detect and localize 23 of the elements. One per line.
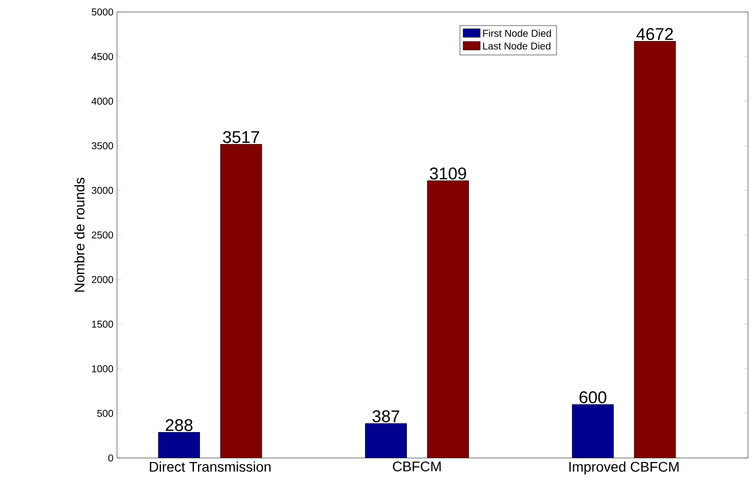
y-tick-label: 0 — [108, 454, 114, 462]
data-label: 387 — [372, 410, 400, 422]
y-tick-label: 500 — [97, 410, 114, 417]
y-tick-label: 4500 — [92, 53, 114, 60]
data-label: 4672 — [636, 28, 673, 40]
legend-label: Last Node Died — [483, 42, 550, 50]
x-tick-label: Direct Transmission — [150, 462, 271, 472]
y-tick-label: 3500 — [92, 142, 114, 150]
x-tick-label: Improved CBFCM — [569, 462, 679, 474]
data-label: 3517 — [222, 131, 260, 144]
legend-label: First Node Died — [483, 30, 551, 37]
y-tick-label: 1500 — [92, 320, 114, 328]
data-label: 600 — [580, 391, 606, 404]
y-tick-label: 4000 — [92, 98, 114, 105]
y-tick-label: 2000 — [92, 276, 114, 284]
x-tick-label: CBFCM — [392, 461, 441, 472]
data-label: 288 — [166, 419, 192, 432]
y-tick-label: 1000 — [92, 365, 114, 372]
y-tick-label: 2500 — [92, 231, 114, 239]
data-label: 3109 — [430, 167, 466, 180]
y-axis-title: Nombre de rounds — [74, 178, 84, 292]
y-tick-label: 3000 — [92, 186, 114, 194]
y-tick-label: 5000 — [92, 8, 114, 16]
